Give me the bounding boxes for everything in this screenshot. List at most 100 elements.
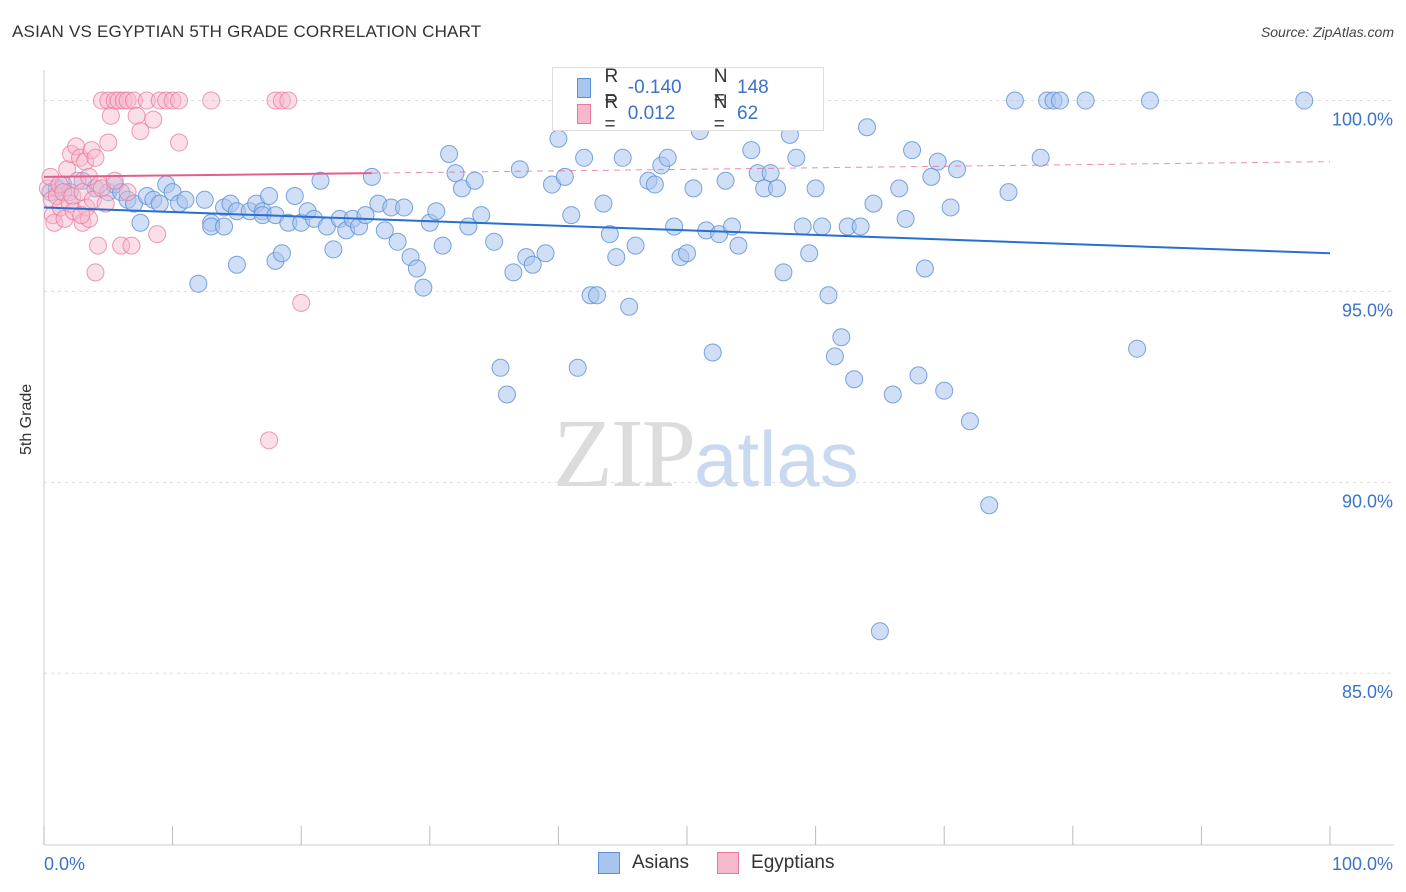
y-tick-label: 95.0% xyxy=(1342,300,1393,320)
asian-point xyxy=(536,244,555,263)
asian-point xyxy=(864,194,883,213)
asian-point xyxy=(1031,148,1050,167)
asian-point xyxy=(549,129,568,148)
asian-point xyxy=(935,381,954,400)
asian-point xyxy=(806,179,825,198)
asian-point xyxy=(1128,339,1147,358)
asian-point xyxy=(491,358,510,377)
asian-point xyxy=(922,167,941,186)
legend-r-value: -0.140 xyxy=(627,77,682,98)
egyptian-point xyxy=(86,263,105,282)
legend-row-asians: R = -0.140 N = 148 xyxy=(577,66,823,109)
series-swatch-asians xyxy=(598,852,620,874)
asian-point xyxy=(915,259,934,278)
asian-point xyxy=(375,221,394,240)
asian-point xyxy=(433,236,452,255)
egyptian-point xyxy=(131,122,150,141)
asian-point xyxy=(485,232,504,251)
correlation-legend: R = -0.140 N = 148 R = 0.012 N = 62 xyxy=(552,66,824,135)
asian-point xyxy=(678,244,696,263)
asian-point xyxy=(703,343,722,362)
asian-point xyxy=(658,148,677,167)
egyptian-point xyxy=(73,183,92,202)
asian-point xyxy=(903,141,922,160)
egyptian-point xyxy=(99,133,118,152)
asian-point xyxy=(948,160,967,179)
asian-point xyxy=(510,160,529,179)
series-legend: Asians Egyptians xyxy=(598,852,862,874)
asian-point xyxy=(607,248,626,267)
asian-point xyxy=(941,198,960,217)
asian-point xyxy=(870,622,889,641)
egyptian-point xyxy=(67,137,86,156)
asian-point xyxy=(362,167,381,186)
asian-point xyxy=(523,255,542,274)
asian-point xyxy=(665,217,684,236)
asian-point xyxy=(311,171,330,190)
asian-point xyxy=(285,186,304,205)
asian-point xyxy=(195,190,214,209)
egyptian-point xyxy=(292,293,311,312)
series-swatch-egyptians xyxy=(717,852,740,874)
asian-point xyxy=(407,259,426,278)
asian-point xyxy=(465,171,484,190)
asian-point xyxy=(562,206,581,225)
asian-point xyxy=(555,167,574,186)
asian-point xyxy=(723,217,742,236)
asian-point xyxy=(620,297,639,316)
egyptian-point xyxy=(38,179,57,198)
asian-point xyxy=(909,366,928,385)
asian-point xyxy=(768,179,787,198)
asian-point xyxy=(684,179,703,198)
asian-point xyxy=(176,190,195,209)
asian-point xyxy=(890,179,909,198)
egyptian-point xyxy=(170,91,189,110)
egyptian-point xyxy=(86,148,105,167)
asian-point xyxy=(388,232,407,251)
egyptian-point xyxy=(163,91,182,110)
asian-point xyxy=(1140,91,1159,110)
asian-point xyxy=(742,141,761,160)
asian-point xyxy=(613,148,632,167)
asian-point xyxy=(131,213,150,232)
egyptian-point xyxy=(144,110,163,129)
watermark-atlas: atlas xyxy=(694,415,859,503)
series-legend-asians[interactable]: Asians xyxy=(598,852,689,874)
asian-point xyxy=(761,164,780,183)
asian-point xyxy=(928,152,947,171)
series-legend-egyptians[interactable]: Egyptians xyxy=(717,852,834,874)
asian-point xyxy=(260,186,279,205)
asian-point xyxy=(575,148,594,167)
egyptian-point xyxy=(96,194,115,213)
egyptian-point xyxy=(148,225,167,244)
legend-r-label: R = xyxy=(604,92,619,135)
egyptian-point xyxy=(118,183,137,202)
egyptian-point xyxy=(202,91,221,110)
asian-point xyxy=(716,171,735,190)
egyptian-point xyxy=(157,91,176,110)
asian-point xyxy=(980,496,999,515)
egyptian-point xyxy=(122,236,141,255)
asian-point xyxy=(729,236,748,255)
asian-point xyxy=(594,194,613,213)
legend-n-value: 62 xyxy=(737,103,759,124)
egyptian-point xyxy=(72,206,91,225)
asian-point xyxy=(793,217,812,236)
y-tick-label: 100.0% xyxy=(1332,110,1393,130)
asian-point xyxy=(587,286,606,305)
egyptian-point xyxy=(101,106,120,125)
egyptian-point xyxy=(58,160,77,179)
asian-point xyxy=(497,385,516,404)
asian-point xyxy=(1050,91,1069,110)
egyptian-point xyxy=(272,91,291,110)
asian-point xyxy=(427,202,446,221)
asian-point xyxy=(845,370,864,389)
series-label-egyptians: Egyptians xyxy=(751,852,835,873)
egyptian-point xyxy=(266,91,285,110)
asian-point xyxy=(472,206,491,225)
egyptian-point xyxy=(114,91,133,110)
y-tick-label: 85.0% xyxy=(1342,682,1393,702)
asian-point xyxy=(774,263,793,282)
asian-point xyxy=(189,274,208,293)
egyptian-trend-extension xyxy=(371,161,1331,174)
